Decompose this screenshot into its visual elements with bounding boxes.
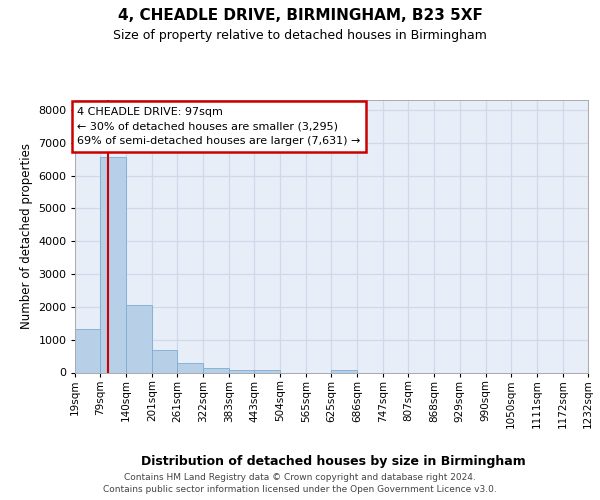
Bar — [126, 304, 152, 372]
Text: Contains HM Land Registry data © Crown copyright and database right 2024.
Contai: Contains HM Land Registry data © Crown c… — [103, 472, 497, 494]
Text: 4 CHEADLE DRIVE: 97sqm
← 30% of detached houses are smaller (3,295)
69% of semi-: 4 CHEADLE DRIVE: 97sqm ← 30% of detached… — [77, 106, 361, 146]
Text: 4, CHEADLE DRIVE, BIRMINGHAM, B23 5XF: 4, CHEADLE DRIVE, BIRMINGHAM, B23 5XF — [118, 8, 482, 22]
Y-axis label: Number of detached properties: Number of detached properties — [20, 143, 33, 329]
Bar — [75, 330, 100, 372]
Bar — [229, 370, 254, 372]
Bar — [203, 368, 229, 372]
Bar — [100, 157, 126, 372]
Bar — [178, 363, 203, 372]
Bar — [152, 350, 178, 372]
Text: Size of property relative to detached houses in Birmingham: Size of property relative to detached ho… — [113, 29, 487, 42]
Bar — [254, 370, 280, 372]
Bar — [331, 370, 357, 372]
Text: Distribution of detached houses by size in Birmingham: Distribution of detached houses by size … — [140, 454, 526, 468]
